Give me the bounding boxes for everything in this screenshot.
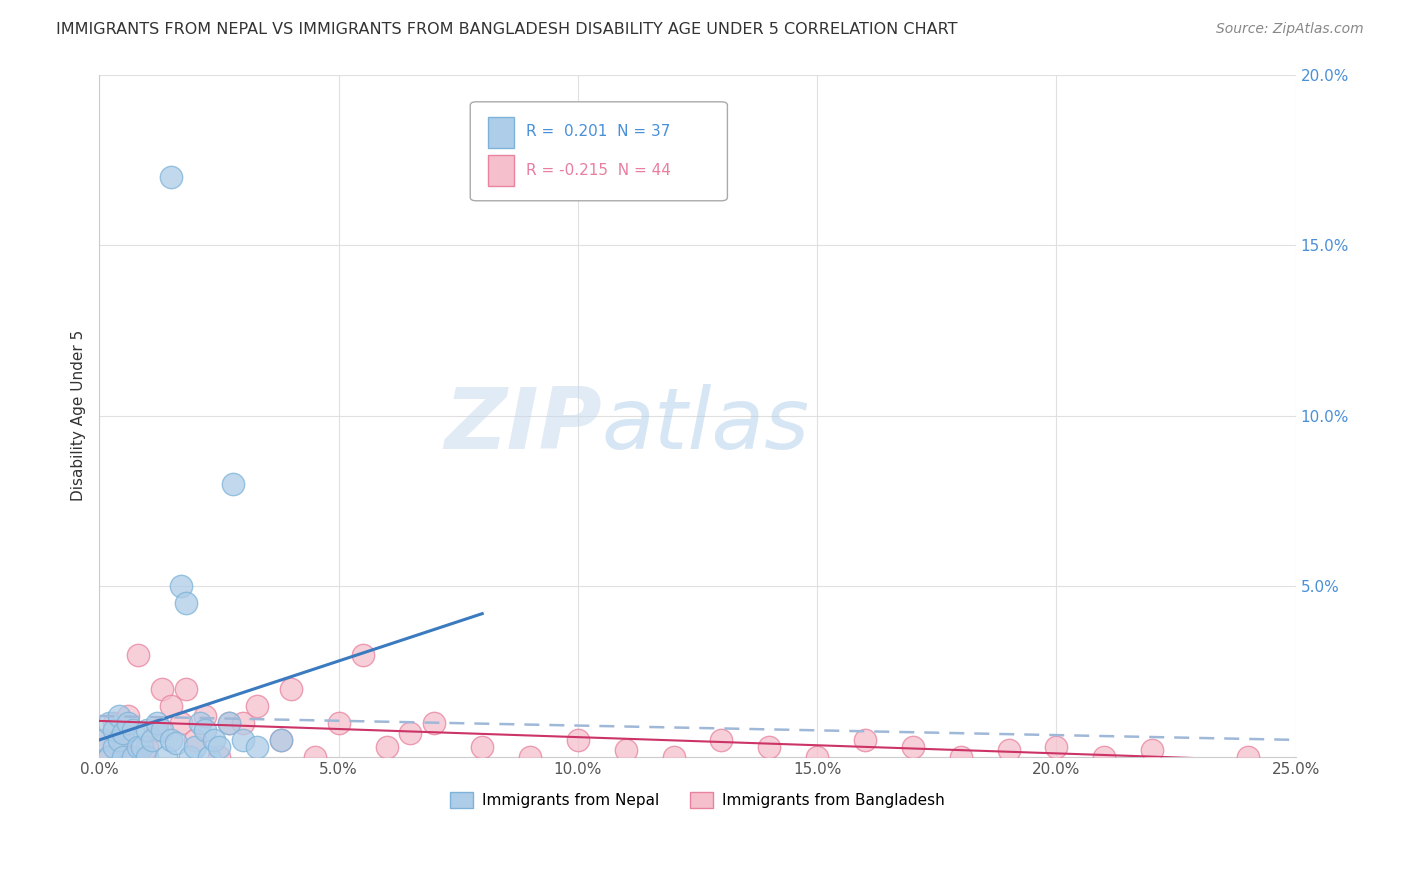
- Point: [122, 750, 145, 764]
- Point: [136, 739, 159, 754]
- Bar: [488, 155, 515, 186]
- Text: R = -0.215  N = 44: R = -0.215 N = 44: [526, 162, 671, 178]
- Point: [98, 750, 121, 764]
- Point: [184, 732, 207, 747]
- Point: [93, 732, 115, 747]
- Point: [155, 750, 177, 764]
- Point: [194, 723, 217, 737]
- Y-axis label: Disability Age Under 5: Disability Age Under 5: [72, 330, 86, 501]
- Point: [567, 732, 589, 747]
- Point: [188, 715, 211, 730]
- Point: [150, 681, 173, 696]
- Point: [141, 732, 163, 747]
- Point: [208, 750, 231, 764]
- Point: [1140, 743, 1163, 757]
- Point: [174, 596, 197, 610]
- Point: [170, 715, 193, 730]
- Point: [352, 648, 374, 662]
- Point: [328, 715, 350, 730]
- Point: [710, 732, 733, 747]
- Point: [232, 715, 254, 730]
- Point: [160, 732, 183, 747]
- Point: [146, 715, 169, 730]
- Point: [270, 732, 292, 747]
- Point: [174, 681, 197, 696]
- Text: ZIP: ZIP: [444, 384, 602, 467]
- Point: [103, 723, 125, 737]
- Point: [131, 739, 153, 754]
- Point: [127, 648, 149, 662]
- Bar: [488, 117, 515, 147]
- Point: [98, 715, 121, 730]
- Point: [208, 739, 231, 754]
- Point: [423, 715, 446, 730]
- Point: [270, 732, 292, 747]
- Text: R =  0.201  N = 37: R = 0.201 N = 37: [526, 124, 671, 138]
- Point: [136, 750, 159, 764]
- Point: [806, 750, 828, 764]
- Point: [222, 477, 245, 491]
- Point: [136, 723, 159, 737]
- Point: [160, 698, 183, 713]
- Point: [202, 732, 225, 747]
- Point: [93, 732, 115, 747]
- Point: [117, 709, 139, 723]
- Point: [103, 739, 125, 754]
- Point: [218, 715, 240, 730]
- Point: [1236, 750, 1258, 764]
- Point: [122, 750, 145, 764]
- Point: [170, 579, 193, 593]
- Point: [901, 739, 924, 754]
- Point: [232, 732, 254, 747]
- Legend: Immigrants from Nepal, Immigrants from Bangladesh: Immigrants from Nepal, Immigrants from B…: [444, 786, 950, 814]
- Point: [127, 739, 149, 754]
- Point: [246, 739, 269, 754]
- Point: [103, 715, 125, 730]
- Point: [184, 739, 207, 754]
- Point: [160, 169, 183, 184]
- Point: [662, 750, 685, 764]
- Point: [997, 743, 1019, 757]
- Point: [112, 726, 135, 740]
- Point: [304, 750, 326, 764]
- Point: [122, 723, 145, 737]
- Point: [107, 709, 129, 723]
- Point: [150, 723, 173, 737]
- Point: [519, 750, 541, 764]
- Point: [112, 750, 135, 764]
- Point: [107, 732, 129, 747]
- Text: atlas: atlas: [602, 384, 810, 467]
- Point: [1092, 750, 1115, 764]
- Point: [179, 750, 201, 764]
- Point: [471, 739, 494, 754]
- Point: [399, 726, 422, 740]
- Point: [614, 743, 637, 757]
- Point: [198, 750, 221, 764]
- Point: [218, 715, 240, 730]
- Point: [146, 723, 169, 737]
- Point: [107, 739, 129, 754]
- Point: [853, 732, 876, 747]
- Point: [1045, 739, 1067, 754]
- Point: [117, 715, 139, 730]
- Point: [112, 726, 135, 740]
- Point: [758, 739, 780, 754]
- Point: [280, 681, 302, 696]
- Point: [246, 698, 269, 713]
- Point: [98, 750, 121, 764]
- Point: [194, 709, 217, 723]
- Point: [949, 750, 972, 764]
- FancyBboxPatch shape: [470, 102, 727, 201]
- Point: [375, 739, 398, 754]
- Text: IMMIGRANTS FROM NEPAL VS IMMIGRANTS FROM BANGLADESH DISABILITY AGE UNDER 5 CORRE: IMMIGRANTS FROM NEPAL VS IMMIGRANTS FROM…: [56, 22, 957, 37]
- Point: [165, 736, 187, 750]
- Text: Source: ZipAtlas.com: Source: ZipAtlas.com: [1216, 22, 1364, 37]
